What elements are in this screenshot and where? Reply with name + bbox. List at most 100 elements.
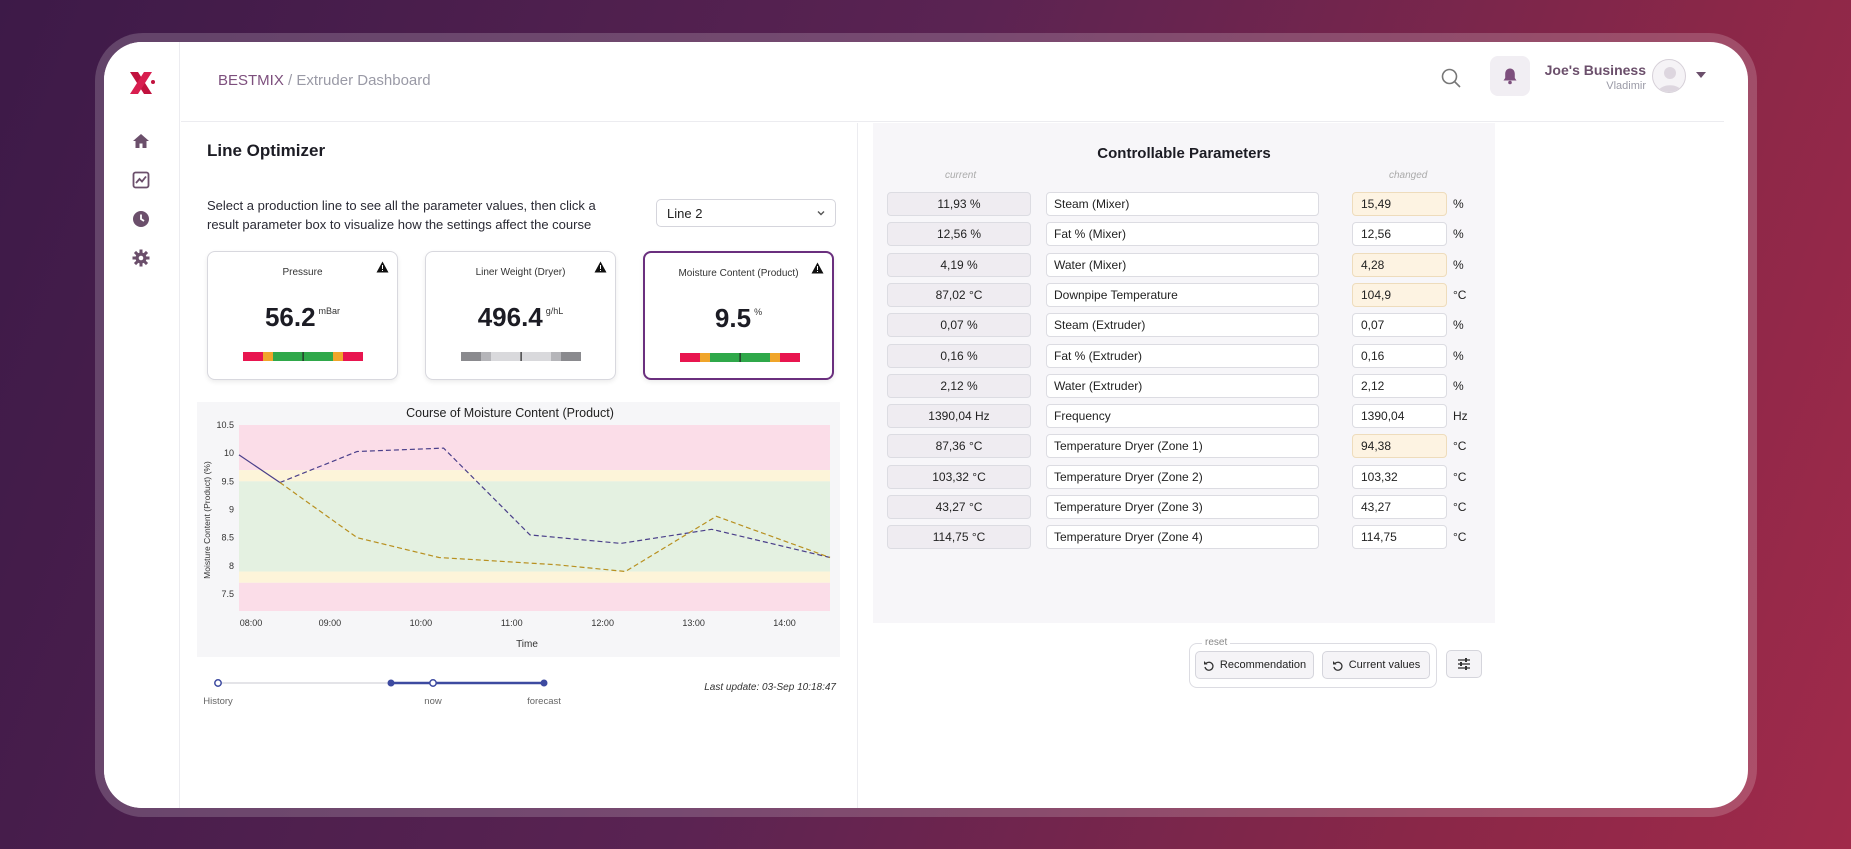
notifications-button[interactable] — [1490, 56, 1530, 96]
parameter-name: Fat % (Mixer) — [1046, 222, 1319, 247]
chart-svg: Course of Moisture Content (Product) Moi… — [202, 406, 831, 650]
user-avatar-icon — [1658, 67, 1682, 92]
current-value: 103,32 °C — [887, 464, 1031, 489]
chart-title: Course of Moisture Content (Product) — [406, 406, 614, 420]
breadcrumb: BESTMIX / Extruder Dashboard — [218, 72, 431, 89]
card-value: 496.4 — [477, 302, 543, 332]
chart-band — [239, 470, 830, 482]
sidebar-item-history[interactable] — [128, 206, 154, 232]
timeline[interactable]: History now forecast — [197, 659, 840, 719]
user-info[interactable]: Joe's Business Vladimir — [1545, 62, 1646, 92]
current-value: 0,16 % — [887, 343, 1031, 368]
timeline-handle-start[interactable] — [387, 679, 395, 687]
timeline-handle-end[interactable] — [540, 679, 548, 687]
gauge-bar — [680, 353, 800, 362]
parameter-row: 11,93 % Steam (Mixer) 15,49% — [887, 192, 1487, 217]
breadcrumb-brand[interactable]: BESTMIX — [218, 72, 284, 89]
card-label: Moisture Content (Product) — [678, 268, 799, 279]
chart-icon — [132, 171, 150, 189]
changed-value-input[interactable]: 1390,04 — [1352, 404, 1447, 429]
y-tick-label: 8.5 — [221, 533, 234, 543]
current-value: 11,93 % — [887, 192, 1031, 216]
changed-value-input[interactable]: 2,12 — [1352, 373, 1447, 398]
undo-icon — [1203, 660, 1214, 671]
result-card-pressure[interactable]: Pressure 56.2 mBar — [207, 251, 398, 380]
y-tick-label: 8 — [229, 561, 234, 571]
bestmix-logo[interactable] — [126, 68, 156, 98]
unit-label: °C — [1453, 530, 1467, 545]
y-tick-label: 7.5 — [221, 589, 234, 599]
y-tick-label: 10.5 — [216, 420, 234, 430]
changed-value-input[interactable]: 12,56 — [1352, 222, 1447, 247]
changed-value-input[interactable]: 43,27 — [1352, 495, 1447, 519]
home-icon — [133, 134, 149, 148]
parameter-row: 87,02 °C Downpipe Temperature 104,9 °C — [887, 282, 1487, 308]
timeline-label-history: History — [203, 696, 233, 707]
unit-label: °C — [1453, 439, 1467, 454]
unit-label: % — [1453, 378, 1464, 393]
x-tick-label: 14:00 — [773, 618, 796, 628]
timeline-label-forecast: forecast — [527, 696, 561, 707]
parameter-row: 103,32 °C Temperature Dryer (Zone 2) 103,3… — [887, 464, 1487, 490]
current-value: 114,75 °C — [887, 525, 1031, 550]
column-header-current: current — [945, 170, 977, 181]
warning-icon — [811, 262, 824, 274]
unit-label: % — [1453, 318, 1464, 333]
changed-value-input[interactable]: 15,49 — [1352, 192, 1447, 216]
gauge-bar — [461, 352, 581, 361]
changed-value-input[interactable]: 4,28 — [1352, 252, 1447, 277]
reset-recommendation-button[interactable]: Recommendation — [1195, 651, 1314, 679]
x-tick-label: 13:00 — [682, 618, 705, 628]
series-line — [279, 447, 831, 559]
chart-ylabel: Moisture Content (Product) (%) — [202, 461, 212, 579]
parameter-row: 1390,04 Hz Frequency 1390,04 Hz — [887, 404, 1487, 429]
user-menu-chevron-icon[interactable] — [1696, 72, 1706, 78]
avatar[interactable] — [1652, 59, 1686, 93]
reset-current-values-button[interactable]: Current values — [1322, 651, 1430, 679]
card-value: 56.2 — [264, 302, 316, 332]
chart-band — [239, 425, 830, 471]
sidebar-item-home[interactable] — [128, 128, 154, 154]
parameters-panel: Controllable Parameters current changed … — [873, 123, 1495, 623]
unit-label: Hz — [1453, 409, 1468, 424]
card-unit: g/hL — [545, 306, 564, 316]
settings-sliders-button[interactable] — [1446, 650, 1482, 678]
y-tick-label: 9.5 — [221, 476, 234, 486]
current-value: 2,12 % — [887, 373, 1031, 398]
line-select[interactable]: Line 2 — [656, 199, 836, 227]
warning-icon — [376, 261, 389, 273]
search-button[interactable] — [1440, 67, 1466, 93]
changed-value-input[interactable]: 0,16 — [1352, 343, 1447, 368]
y-tick-label: 9 — [229, 505, 234, 515]
parameter-name: Downpipe Temperature — [1046, 282, 1319, 307]
changed-value-input[interactable]: 103,32 — [1352, 464, 1447, 489]
parameter-row: 4,19 % Water (Mixer) 4,28% — [887, 252, 1487, 278]
parameter-name: Temperature Dryer (Zone 2) — [1046, 464, 1319, 489]
sidebar-item-analytics[interactable] — [128, 167, 154, 193]
current-value: 43,27 °C — [887, 495, 1031, 519]
result-card-moisture-content[interactable]: Moisture Content (Product) 9.5% — [643, 251, 834, 380]
x-tick-label: 08:00 — [240, 618, 263, 628]
changed-value-input[interactable]: 114,75 — [1352, 525, 1447, 550]
breadcrumb-separator: / — [283, 72, 297, 89]
x-tick-label: 12:00 — [591, 618, 614, 628]
card-unit: mBar — [318, 306, 341, 316]
series-line — [279, 482, 831, 573]
result-card-liner-weight[interactable]: Liner Weight (Dryer) 496.4 g/hL — [425, 251, 616, 380]
user-sub: Vladimir — [1606, 80, 1646, 92]
changed-value-input[interactable]: 94,38 — [1352, 434, 1447, 459]
sidebar-item-settings[interactable] — [128, 245, 154, 271]
moisture-chart[interactable]: Course of Moisture Content (Product) Moi… — [197, 402, 840, 657]
section-title: Line Optimizer — [207, 141, 326, 160]
parameter-row: 0,07 % Steam (Extruder) 0,07% — [887, 313, 1487, 338]
parameter-name: Temperature Dryer (Zone 3) — [1046, 495, 1319, 519]
changed-value-input[interactable]: 0,07 — [1352, 313, 1447, 338]
unit-label: % — [1453, 227, 1464, 242]
changed-value-input[interactable]: 104,9 — [1352, 282, 1447, 307]
parameter-name: Frequency — [1046, 404, 1319, 429]
card-label: Pressure — [282, 267, 323, 278]
current-value: 4,19 % — [887, 252, 1031, 277]
unit-label: % — [1453, 257, 1464, 272]
parameter-name: Temperature Dryer (Zone 1) — [1046, 434, 1319, 459]
gear-icon — [132, 249, 150, 267]
